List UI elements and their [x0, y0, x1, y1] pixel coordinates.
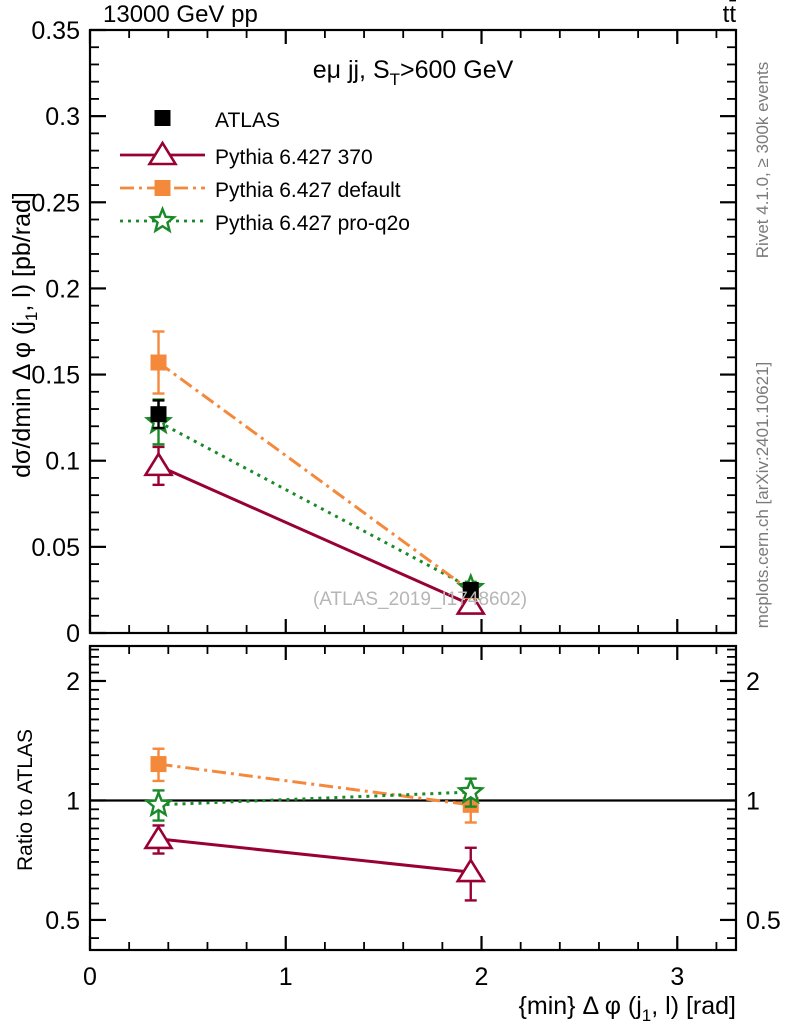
beam-energy-label: 13000 GeV pp	[103, 1, 258, 28]
ratio-series-line	[158, 837, 471, 874]
rivet-version-note: Rivet 4.1.0, ≥ 300k events	[753, 62, 772, 258]
series-atlas	[150, 399, 479, 598]
y-tick-label: 0.3	[45, 103, 80, 131]
legend: ATLAS Pythia 6.427 370 Pythia 6.427 defaul…	[120, 109, 410, 235]
main-plot-frame: 0 0.05 0.1 0.15 0.2 0.25 0.3 0.35	[31, 17, 738, 648]
y-tick-label: 0.05	[31, 534, 80, 562]
x-tick-label: 3	[670, 963, 684, 991]
legend-label: Pythia 6.427 pro-q2o	[215, 212, 410, 235]
ratio-series-pythia-6-427-default	[150, 747, 479, 824]
ratio-y-tick-label: 0.5	[45, 907, 80, 935]
y-tick-label: 0.35	[31, 17, 80, 45]
ratio-y-tick-label: 2	[66, 668, 80, 696]
y-tick-label: 0.1	[45, 448, 80, 476]
legend-entry[interactable]: Pythia 6.427 default	[120, 179, 401, 202]
series-pythia-6-427-pro-q2o	[143, 398, 486, 601]
ratio-data-point-pythia-6-427-pro-q2o	[456, 776, 486, 805]
ratio-data-point-pythia-6-427-pro-q2o	[143, 789, 174, 818]
y-tick-label: 0.15	[31, 362, 80, 390]
y-tick-label: 0.2	[45, 275, 80, 303]
data-point-atlas	[462, 581, 479, 598]
ratio-series-line	[158, 762, 471, 807]
ratio-series-pythia-6-427-pro-q2o	[143, 776, 486, 822]
ratio-data-point-pythia-6-427-default	[150, 756, 167, 773]
legend-entry[interactable]: ATLAS	[154, 109, 280, 132]
legend-marker-star	[147, 205, 178, 234]
series-line	[157, 464, 472, 606]
x-tick-label: 2	[475, 963, 489, 991]
y-tick-label: 0.25	[31, 189, 80, 217]
data-point-atlas	[150, 406, 167, 423]
ratio-y-tick-label-right: 1	[746, 787, 760, 815]
ratio-data-point-pythia-6-427-370	[455, 857, 487, 883]
mcplots-reference-note: mcplots.cern.ch [arXiv:2401.10621]	[753, 362, 772, 628]
legend-label: ATLAS	[215, 109, 280, 132]
x-tick-label: 0	[83, 963, 97, 991]
ratio-data-point-pythia-6-427-370	[143, 824, 174, 850]
series-pythia-6-427-370	[143, 445, 487, 615]
legend-marker-filled-square	[154, 180, 171, 196]
main-y-axis-title: dσ/dmin Δ φ (j1, l) [pb/rad]	[8, 192, 41, 478]
data-point-pythia-6-427-370	[143, 451, 174, 477]
ratio-y-tick-label-right: 0.5	[746, 907, 781, 935]
series-pythia-6-427-default	[150, 330, 479, 599]
ratio-y-tick-label-right: 2	[746, 668, 760, 696]
legend-label: Pythia 6.427 370	[215, 146, 373, 169]
process-label: tt	[723, 1, 737, 28]
series-line	[157, 420, 472, 590]
analysis-watermark: (ATLAS_2019_I1748602)	[313, 589, 527, 610]
legend-marker-open-triangle	[147, 140, 178, 166]
ratio-series-line	[158, 790, 471, 807]
panel-subtitle: eμ jj, ST>600 GeV	[313, 56, 514, 89]
ratio-plot-frame: 0 1 2 3 0.5 0.5 1 1 2 2	[45, 644, 781, 991]
ratio-y-tick-label: 1	[66, 787, 80, 815]
legend-entry[interactable]: Pythia 6.427 370	[120, 140, 373, 169]
series-line	[157, 361, 472, 593]
data-point-pythia-6-427-default	[150, 354, 167, 371]
ratio-y-axis-title: Ratio to ATLAS	[14, 729, 37, 871]
x-axis-title: {min} Δ φ (j1, l) [rad]	[519, 992, 736, 1024]
y-tick-label: 0	[66, 620, 80, 648]
legend-label: Pythia 6.427 default	[215, 179, 401, 202]
ratio-series-pythia-6-427-370	[143, 824, 487, 902]
legend-entry[interactable]: Pythia 6.427 pro-q2o	[120, 205, 410, 235]
legend-marker-filled-square	[154, 110, 171, 126]
x-tick-label: 1	[279, 963, 293, 991]
data-point-pythia-6-427-370	[455, 590, 487, 615]
